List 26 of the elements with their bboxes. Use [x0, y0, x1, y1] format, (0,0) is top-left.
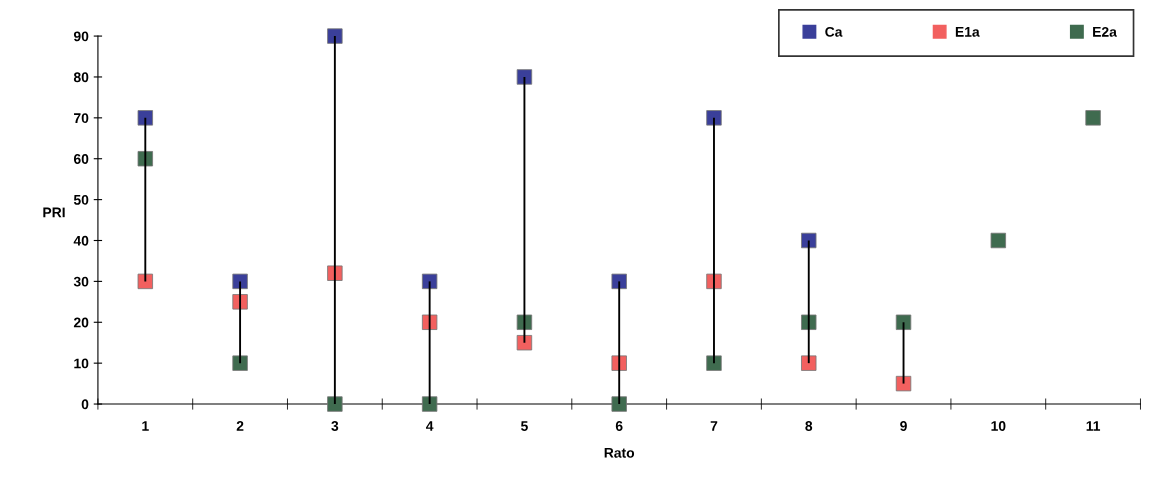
x-tick-label: 4	[425, 421, 434, 431]
y-tick-label: 30	[73, 276, 89, 287]
y-tick-label: 70	[74, 113, 89, 124]
x-tick-label: 5	[520, 421, 528, 431]
legend-label: E1a	[955, 27, 980, 37]
y-tick-label: 60	[73, 154, 89, 164]
x-tick-label: 8	[805, 421, 813, 431]
y-axis-title: PRI	[43, 207, 65, 218]
y-tick-label: 50	[73, 194, 89, 205]
x-tick-label: 1	[142, 421, 149, 431]
y-tick-label: 90	[73, 31, 89, 42]
x-tick-label: 10	[991, 421, 1006, 431]
y-tick-label: 0	[81, 399, 89, 410]
y-tick-label: 40	[73, 235, 89, 246]
y-tick-label: 80	[73, 72, 89, 83]
x-axis-title: Rato	[604, 448, 635, 458]
x-tick-label: 3	[331, 421, 339, 431]
legend-label: Ca	[825, 26, 843, 37]
x-tick-label: 7	[710, 421, 718, 431]
legend-label: E2a	[1093, 26, 1117, 37]
x-tick-label: 2	[236, 421, 244, 431]
x-tick-label: 9	[900, 421, 907, 431]
x-tick-label: 6	[615, 421, 623, 431]
y-tick-label: 10	[74, 358, 89, 369]
y-tick-label: 20	[73, 317, 89, 328]
x-tick-label: 11	[1086, 421, 1101, 431]
